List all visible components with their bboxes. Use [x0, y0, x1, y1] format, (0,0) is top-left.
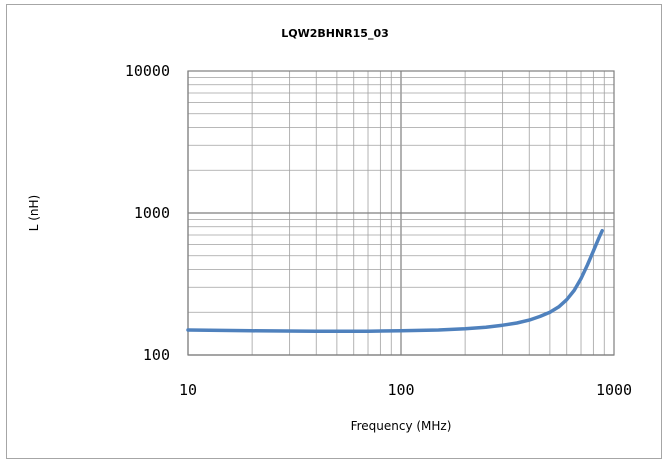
series-line: [186, 228, 604, 333]
x-tick-label: 1000: [596, 381, 632, 399]
x-tick-label: 10: [179, 381, 197, 399]
y-tick-label: 1000: [134, 204, 170, 222]
x-tick-label: 100: [387, 381, 414, 399]
plot-border: [187, 70, 615, 356]
y-axis-label: L (nH): [27, 195, 41, 232]
series-path: [186, 228, 604, 333]
plot-area: [187, 70, 615, 356]
x-axis-label: Frequency (MHz): [351, 419, 452, 433]
y-tick-labels: 100 1000 10000: [125, 62, 170, 364]
x-tick-labels: 10 100 1000: [179, 381, 632, 399]
chart-frame: [6, 4, 662, 459]
y-tick-label: 10000: [125, 62, 170, 80]
chart-title: LQW2BHNR15_03: [281, 27, 389, 40]
y-tick-label: 100: [143, 346, 170, 364]
